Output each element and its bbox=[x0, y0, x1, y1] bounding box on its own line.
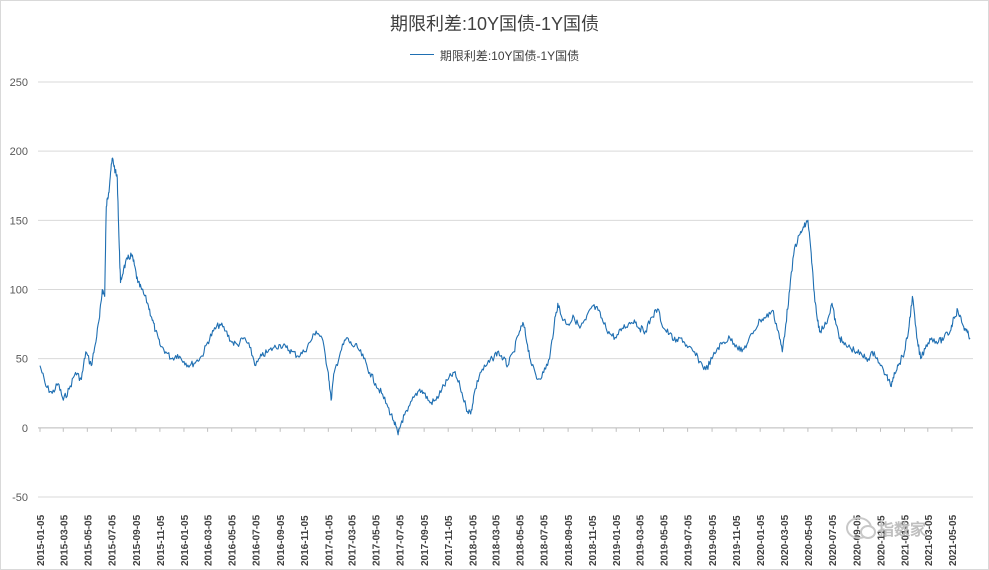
y-tick-label: 50 bbox=[16, 354, 28, 366]
x-tick-label: 2018-05-05 bbox=[516, 514, 527, 566]
x-tick-label: 2020-03-05 bbox=[780, 514, 791, 566]
x-tick-label: 2020-05-05 bbox=[804, 514, 815, 566]
chart-title: 期限利差:10Y国债-1Y国债 bbox=[389, 14, 600, 34]
x-tick-label: 2018-03-05 bbox=[492, 514, 503, 566]
x-tick-label: 2019-11-05 bbox=[732, 515, 743, 566]
x-tick-label: 2017-11-05 bbox=[444, 515, 455, 566]
x-tick-label: 2016-09-05 bbox=[276, 514, 287, 566]
x-tick-label: 2021-05-05 bbox=[948, 514, 959, 566]
x-tick-label: 2015-09-05 bbox=[132, 514, 143, 566]
x-tick-label: 2016-03-05 bbox=[204, 514, 215, 566]
x-tick-label: 2020-01-05 bbox=[756, 514, 767, 566]
y-tick-label: 0 bbox=[22, 423, 28, 435]
x-tick-label: 2017-03-05 bbox=[348, 514, 359, 566]
y-tick-label: 150 bbox=[10, 215, 28, 227]
legend-swatch bbox=[409, 54, 434, 55]
y-tick-label: 250 bbox=[10, 77, 28, 89]
x-tick-label: 2019-09-05 bbox=[708, 514, 719, 566]
x-tick-label: 2017-09-05 bbox=[420, 514, 431, 566]
x-tick-label: 2020-09-05 bbox=[852, 514, 863, 566]
x-tick-label: 2016-07-05 bbox=[252, 514, 263, 566]
x-tick-label: 2019-05-05 bbox=[660, 514, 671, 566]
x-tick-label: 2020-11-05 bbox=[876, 515, 887, 566]
x-tick-label: 2017-05-05 bbox=[372, 514, 383, 566]
x-tick-label: 2018-07-05 bbox=[540, 514, 551, 566]
x-tick-label: 2017-01-05 bbox=[324, 514, 335, 566]
x-tick-label: 2018-01-05 bbox=[468, 514, 479, 566]
x-tick-label: 2019-01-05 bbox=[612, 514, 623, 566]
x-tick-label: 2015-07-05 bbox=[107, 514, 118, 566]
x-tick-label: 2019-03-05 bbox=[635, 514, 646, 566]
x-tick-label: 2016-05-05 bbox=[228, 514, 239, 566]
y-tick-label: 200 bbox=[10, 146, 28, 158]
legend-label: 期限利差:10Y国债-1Y国债 bbox=[439, 49, 580, 63]
legend: 期限利差:10Y国债-1Y国债 bbox=[0, 47, 989, 64]
series-line bbox=[39, 157, 971, 436]
x-tick-label: 2021-01-05 bbox=[901, 514, 912, 566]
x-tick-label: 2018-11-05 bbox=[588, 515, 599, 566]
x-tick-label: 2020-07-05 bbox=[828, 514, 839, 566]
x-tick-label: 2018-09-05 bbox=[564, 514, 575, 566]
x-tick-label: 2015-03-05 bbox=[59, 514, 70, 566]
x-tick-label: 2021-03-05 bbox=[924, 514, 935, 566]
x-tick-label: 2016-01-05 bbox=[180, 514, 191, 566]
x-tick-label: 2019-07-05 bbox=[684, 514, 695, 566]
x-tick-label: 2017-07-05 bbox=[396, 514, 407, 566]
x-tick-label: 2016-11-05 bbox=[300, 515, 311, 566]
x-tick-label: 2015-05-05 bbox=[83, 514, 94, 566]
x-tick-label: 2015-11-05 bbox=[156, 515, 167, 566]
x-tick-label: 2015-01-05 bbox=[36, 514, 47, 566]
y-tick-label: -50 bbox=[12, 492, 28, 504]
y-tick-label: 100 bbox=[10, 285, 28, 297]
